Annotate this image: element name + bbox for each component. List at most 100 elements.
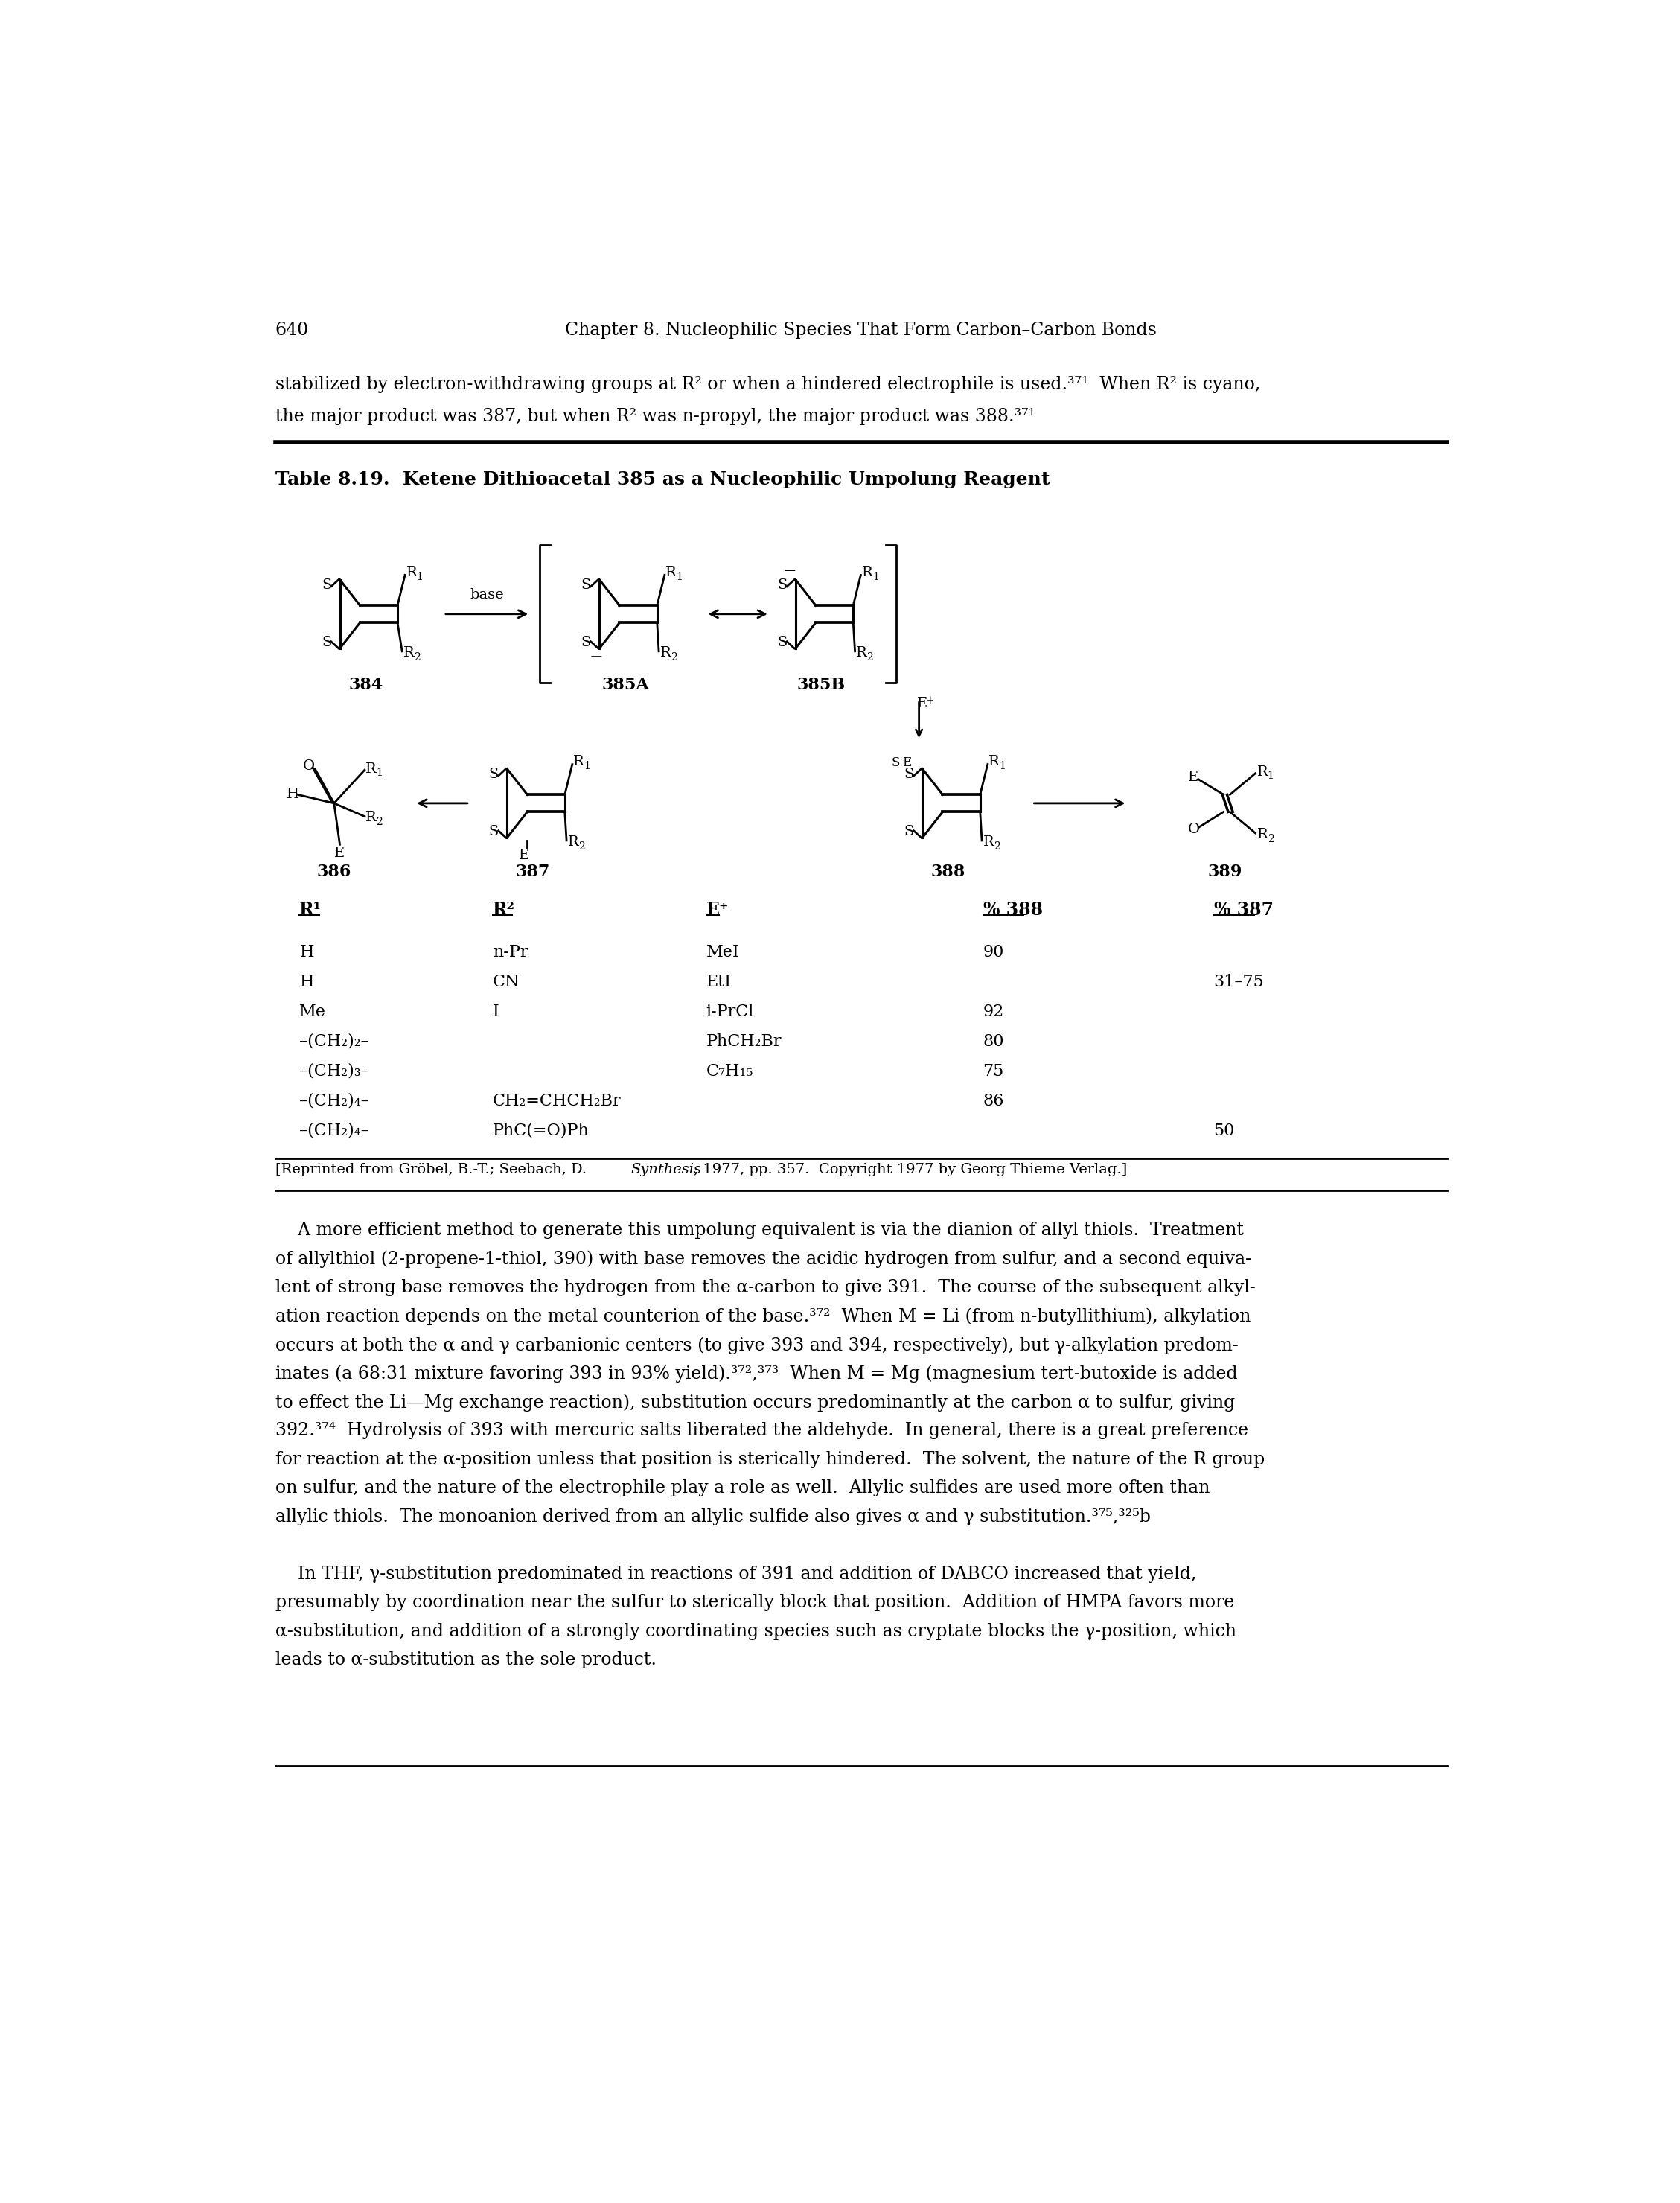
Text: S: S — [581, 579, 591, 593]
Text: R: R — [403, 645, 415, 659]
Text: R: R — [660, 645, 670, 659]
Text: 2: 2 — [1267, 833, 1273, 844]
Text: +: + — [926, 696, 934, 705]
Text: R: R — [568, 835, 578, 848]
Text: , 1977, pp. 357.  Copyright 1977 by Georg Thieme Verlag.]: , 1977, pp. 357. Copyright 1977 by Georg… — [694, 1163, 1127, 1176]
Text: R: R — [366, 811, 376, 824]
Text: S: S — [489, 826, 499, 839]
Text: 640: 640 — [276, 322, 309, 339]
Text: 385B: 385B — [798, 676, 845, 694]
Text: R: R — [573, 756, 585, 769]
Text: 2: 2 — [376, 817, 383, 826]
Text: % 387: % 387 — [1213, 901, 1273, 919]
Text: 2: 2 — [578, 842, 585, 850]
Text: 75: 75 — [983, 1062, 1005, 1079]
Text: R: R — [1257, 764, 1268, 778]
Text: the major product was 387, but when R² was n-propyl, the major product was 388.³: the major product was 387, but when R² w… — [276, 408, 1035, 425]
Text: 1: 1 — [417, 571, 423, 582]
Text: O: O — [1188, 822, 1200, 835]
Text: PhCH₂Br: PhCH₂Br — [706, 1033, 781, 1049]
Text: 86: 86 — [983, 1093, 1005, 1108]
Text: 80: 80 — [983, 1033, 1005, 1049]
Text: R¹: R¹ — [299, 901, 323, 919]
Text: presumably by coordination near the sulfur to sterically block that position.  A: presumably by coordination near the sulf… — [276, 1595, 1235, 1610]
Text: Me: Me — [299, 1002, 326, 1020]
Text: H: H — [286, 789, 299, 802]
Text: R: R — [983, 835, 995, 848]
Text: CH₂=CHCH₂Br: CH₂=CHCH₂Br — [492, 1093, 622, 1108]
Text: of allylthiol (2-propene-1-thiol, 390) with base removes the acidic hydrogen fro: of allylthiol (2-propene-1-thiol, 390) w… — [276, 1251, 1252, 1269]
Text: E⁺: E⁺ — [706, 901, 729, 919]
Text: R: R — [1257, 828, 1268, 842]
Text: –(CH₂)₄–: –(CH₂)₄– — [299, 1093, 370, 1108]
Text: 387: 387 — [516, 864, 551, 879]
Text: 50: 50 — [1213, 1124, 1235, 1139]
Text: 389: 389 — [1208, 864, 1243, 879]
Text: R: R — [990, 756, 1000, 769]
Text: E: E — [902, 758, 912, 769]
Text: C₇H₁₅: C₇H₁₅ — [706, 1062, 753, 1079]
Text: S: S — [321, 579, 331, 593]
Text: 2: 2 — [413, 652, 420, 663]
Text: 386: 386 — [318, 864, 351, 879]
Text: H: H — [299, 974, 314, 989]
Text: In THF, γ-substitution predominated in reactions of 391 and addition of DABCO in: In THF, γ-substitution predominated in r… — [276, 1566, 1196, 1582]
Text: % 388: % 388 — [983, 901, 1043, 919]
Text: for reaction at the α-position unless that position is sterically hindered.  The: for reaction at the α-position unless th… — [276, 1452, 1265, 1467]
Text: E: E — [1188, 771, 1200, 784]
Text: on sulfur, and the nature of the electrophile play a role as well.  Allylic sulf: on sulfur, and the nature of the electro… — [276, 1480, 1210, 1496]
Text: [Reprinted from Gröbel, B.-T.; Seebach, D.: [Reprinted from Gröbel, B.-T.; Seebach, … — [276, 1163, 591, 1176]
Text: R: R — [862, 566, 874, 579]
Text: MeI: MeI — [706, 943, 739, 961]
Text: 2: 2 — [993, 842, 1000, 850]
Text: E: E — [519, 848, 529, 864]
Text: i-PrCl: i-PrCl — [706, 1002, 754, 1020]
Text: A more efficient method to generate this umpolung equivalent is via the dianion : A more efficient method to generate this… — [276, 1223, 1243, 1238]
Text: S: S — [778, 579, 788, 593]
Text: ation reaction depends on the metal counterion of the base.³⁷²  When M = Li (fro: ation reaction depends on the metal coun… — [276, 1309, 1250, 1326]
Text: S: S — [581, 637, 591, 650]
Text: 2: 2 — [867, 652, 874, 663]
Text: 384: 384 — [348, 676, 383, 694]
Text: 1: 1 — [675, 571, 682, 582]
Text: –(CH₂)₂–: –(CH₂)₂– — [299, 1033, 370, 1049]
Text: n-Pr: n-Pr — [492, 943, 528, 961]
Text: 385A: 385A — [601, 676, 648, 694]
Text: S: S — [321, 637, 331, 650]
Text: R²: R² — [492, 901, 516, 919]
Text: 1: 1 — [1267, 771, 1273, 780]
Text: –(CH₂)₄–: –(CH₂)₄– — [299, 1124, 370, 1139]
Text: Chapter 8. Nucleophilic Species That Form Carbon–Carbon Bonds: Chapter 8. Nucleophilic Species That For… — [564, 322, 1156, 339]
Text: 388: 388 — [931, 864, 966, 879]
Text: 1: 1 — [585, 760, 590, 771]
Text: −: − — [783, 564, 796, 579]
Text: allylic thiols.  The monoanion derived from an allylic sulfide also gives α and : allylic thiols. The monoanion derived fr… — [276, 1509, 1151, 1524]
Text: 31–75: 31–75 — [1213, 974, 1263, 989]
Text: 392.³⁷⁴  Hydrolysis of 393 with mercuric salts liberated the aldehyde.  In gener: 392.³⁷⁴ Hydrolysis of 393 with mercuric … — [276, 1423, 1248, 1439]
Text: Synthesis: Synthesis — [632, 1163, 702, 1176]
Text: E: E — [917, 696, 927, 712]
Text: 90: 90 — [983, 943, 1005, 961]
Text: 1: 1 — [872, 571, 879, 582]
Text: EtI: EtI — [706, 974, 731, 989]
Text: stabilized by electron-withdrawing groups at R² or when a hindered electrophile : stabilized by electron-withdrawing group… — [276, 377, 1260, 394]
Text: R: R — [407, 566, 417, 579]
Text: R: R — [665, 566, 677, 579]
Text: leads to α-substitution as the sole product.: leads to α-substitution as the sole prod… — [276, 1652, 657, 1670]
Text: H: H — [299, 943, 314, 961]
Text: S: S — [778, 637, 788, 650]
Text: O: O — [302, 760, 316, 773]
Text: inates (a 68:31 mixture favoring 393 in 93% yield).³⁷²,³⁷³  When M = Mg (magnesi: inates (a 68:31 mixture favoring 393 in … — [276, 1366, 1238, 1383]
Text: 1: 1 — [1000, 760, 1006, 771]
Text: lent of strong base removes the hydrogen from the α-carbon to give 391.  The cou: lent of strong base removes the hydrogen… — [276, 1280, 1255, 1295]
Text: to effect the Li—Mg exchange reaction), substitution occurs predominantly at the: to effect the Li—Mg exchange reaction), … — [276, 1394, 1235, 1412]
Text: 1: 1 — [376, 767, 383, 778]
Text: –(CH₂)₃–: –(CH₂)₃– — [299, 1062, 370, 1079]
Text: 2: 2 — [670, 652, 677, 663]
Text: 92: 92 — [983, 1002, 1005, 1020]
Text: E: E — [334, 846, 344, 859]
Text: I: I — [492, 1002, 499, 1020]
Text: S: S — [489, 769, 499, 782]
Text: occurs at both the α and γ carbanionic centers (to give 393 and 394, respectivel: occurs at both the α and γ carbanionic c… — [276, 1337, 1238, 1355]
Text: α-substitution, and addition of a strongly coordinating species such as cryptate: α-substitution, and addition of a strong… — [276, 1624, 1236, 1641]
